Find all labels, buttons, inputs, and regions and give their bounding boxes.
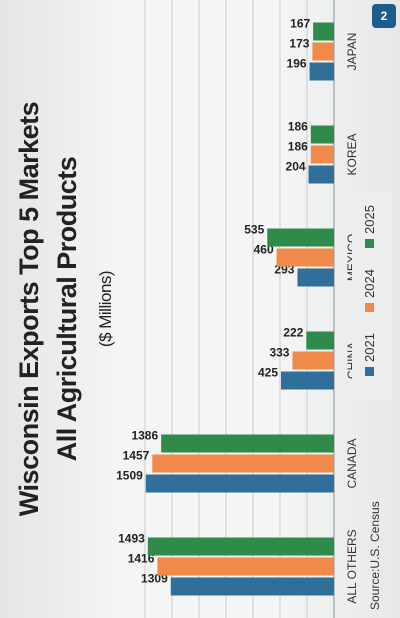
bar-mexico-2025 bbox=[267, 228, 334, 247]
category-label: KOREA bbox=[345, 133, 359, 175]
bar-korea-2024 bbox=[310, 145, 335, 164]
bar-korea-2025 bbox=[310, 125, 335, 144]
legend-swatch-2021 bbox=[365, 367, 374, 376]
category-label: ALL OTHERS bbox=[345, 529, 359, 603]
bar-china-2025 bbox=[306, 331, 335, 350]
bar-canada-2024 bbox=[152, 454, 334, 473]
bar-all-others-2024 bbox=[157, 557, 334, 576]
data-label: 204 bbox=[286, 160, 306, 174]
bar-mexico-2021 bbox=[297, 268, 335, 287]
data-label: 333 bbox=[269, 346, 289, 360]
bar-japan-2021 bbox=[309, 62, 334, 81]
bar-mexico-2024 bbox=[276, 248, 334, 267]
bar-japan-2024 bbox=[312, 42, 334, 61]
source-note: Source:U.S. Census bbox=[368, 501, 382, 610]
slide-number-badge: 2 bbox=[372, 4, 396, 28]
data-label: 1509 bbox=[116, 469, 143, 483]
data-label: 1386 bbox=[131, 429, 158, 443]
bar-japan-2025 bbox=[313, 22, 334, 41]
data-label: 1493 bbox=[118, 532, 145, 546]
data-label: 186 bbox=[288, 120, 308, 134]
legend-item-2025: 2025 bbox=[362, 205, 377, 248]
data-label: 535 bbox=[244, 223, 264, 237]
category-label: JAPAN bbox=[345, 33, 359, 71]
data-label: 1457 bbox=[123, 449, 150, 463]
data-label: 425 bbox=[258, 366, 278, 380]
legend-label-2024: 2024 bbox=[362, 269, 377, 298]
bar-korea-2021 bbox=[308, 165, 334, 184]
bar-canada-2025 bbox=[161, 434, 334, 453]
bar-all-others-2025 bbox=[147, 537, 334, 556]
bar-china-2024 bbox=[292, 351, 334, 370]
data-label: 167 bbox=[290, 17, 310, 31]
legend-item-2021: 2021 bbox=[362, 333, 377, 376]
category-label: CANADA bbox=[345, 438, 359, 488]
data-label: 196 bbox=[287, 57, 307, 71]
legend-item-2024: 2024 bbox=[362, 269, 377, 312]
bar-all-others-2021 bbox=[170, 577, 334, 596]
bar-china-2021 bbox=[281, 371, 334, 390]
legend-swatch-2024 bbox=[365, 303, 374, 312]
legend-swatch-2025 bbox=[365, 239, 374, 248]
data-label: 222 bbox=[283, 326, 303, 340]
bar-canada-2021 bbox=[145, 474, 334, 493]
data-label: 173 bbox=[289, 37, 309, 51]
legend-label-2021: 2021 bbox=[362, 333, 377, 362]
legend-label-2025: 2025 bbox=[362, 205, 377, 234]
data-label: 186 bbox=[288, 140, 308, 154]
